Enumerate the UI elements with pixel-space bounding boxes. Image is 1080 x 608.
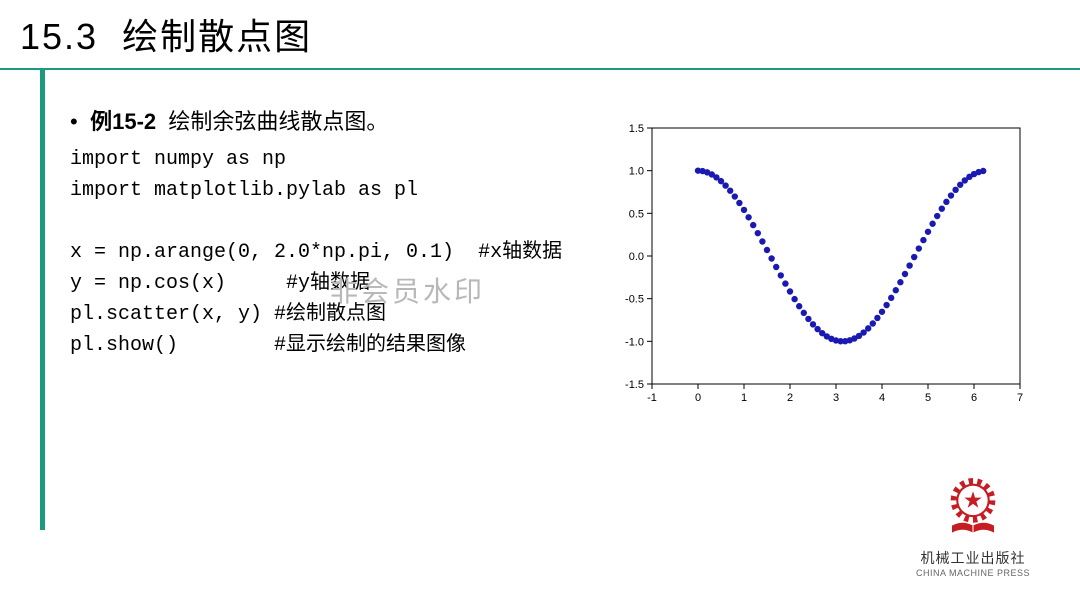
- section-title: 绘制散点图: [122, 16, 312, 57]
- svg-text:2: 2: [787, 392, 793, 404]
- slide-header: 15.3 绘制散点图: [0, 0, 1080, 70]
- svg-text:0: 0: [695, 392, 701, 404]
- publisher-name-cn: 机械工业出版社: [916, 548, 1030, 568]
- svg-text:1.5: 1.5: [629, 123, 644, 135]
- svg-text:-1: -1: [647, 392, 657, 404]
- svg-text:-1.0: -1.0: [625, 336, 644, 348]
- svg-text:-1.5: -1.5: [625, 379, 644, 391]
- svg-text:4: 4: [879, 392, 885, 404]
- publisher-name-en: CHINA MACHINE PRESS: [916, 568, 1030, 578]
- svg-text:0.0: 0.0: [629, 251, 644, 263]
- svg-text:-0.5: -0.5: [625, 294, 644, 306]
- accent-vertical-bar: [40, 70, 45, 530]
- svg-text:0.5: 0.5: [629, 208, 644, 220]
- svg-text:1.0: 1.0: [629, 166, 644, 178]
- svg-text:3: 3: [833, 392, 839, 404]
- publisher-logo: 机械工业出版社 CHINA MACHINE PRESS: [916, 471, 1030, 578]
- svg-text:5: 5: [925, 392, 931, 404]
- section-number: 15.3: [20, 16, 98, 57]
- example-desc: 绘制余弦曲线散点图。: [168, 109, 388, 134]
- example-label: 例15-2: [90, 109, 156, 134]
- scatter-chart: -1 0 1 2 3 4 5 6 7 -1.5 -1.0 -0.5 0.0 0.5 1.0 1.5: [610, 118, 1030, 413]
- svg-text:7: 7: [1017, 392, 1023, 404]
- svg-text:6: 6: [971, 392, 977, 404]
- svg-text:1: 1: [741, 392, 747, 404]
